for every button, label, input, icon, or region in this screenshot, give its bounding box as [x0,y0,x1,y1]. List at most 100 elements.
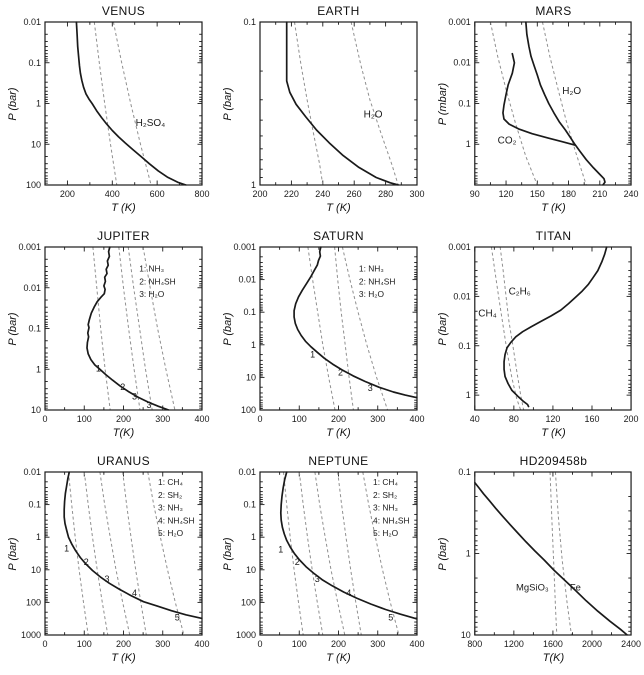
svg-text:4: NH₄SH: 4: NH₄SH [373,515,409,525]
svg-text:H₂O: H₂O [562,86,581,97]
svg-text:1200: 1200 [504,639,524,649]
svg-text:400: 400 [194,639,209,649]
svg-text:300: 300 [370,639,385,649]
plot-titan: 40 80 120 160 200 0.001 0.01 0.1 1 C₂H₆ CH₄ [448,242,639,424]
svg-text:160: 160 [585,414,600,424]
svg-text:150: 150 [530,189,545,199]
svg-text:0.1: 0.1 [28,58,41,68]
svg-text:0.01: 0.01 [23,17,41,27]
svg-text:1000: 1000 [21,630,41,640]
svg-text:240: 240 [624,189,639,199]
svg-text:2: 2 [295,557,300,567]
svg-text:1: 1 [36,99,41,109]
x-axis-label: T (K) [326,652,351,664]
svg-text:5: H₂O: 5: H₂O [158,528,184,538]
chart-title: VENUS [101,4,146,18]
svg-text:400: 400 [409,414,424,424]
svg-text:1000: 1000 [236,630,256,640]
svg-text:100: 100 [292,639,307,649]
svg-text:0.01: 0.01 [453,58,470,68]
svg-text:1: CH₄: 1: CH₄ [373,477,398,487]
svg-text:0.1: 0.1 [28,324,41,334]
svg-text:0.001: 0.001 [448,242,470,252]
svg-text:H₂O: H₂O [364,110,383,121]
svg-text:180: 180 [561,189,576,199]
svg-text:400: 400 [409,639,424,649]
x-axis-label: T (K) [111,202,136,214]
x-axis-label: T(K) [542,652,565,664]
panel-titan: TITAN P (bar) 40 80 120 160 200 0.001 0.01 0.1 1… [430,225,644,450]
svg-text:0.1: 0.1 [243,17,256,27]
panel-hd209458b: HD209458b P (bar) 800 1200 1600 2000 2400 0.1… [430,450,644,675]
svg-text:2: 2 [84,557,89,567]
svg-text:1: 1 [36,364,41,374]
svg-text:Fe: Fe [570,582,581,593]
svg-text:10: 10 [31,565,41,575]
svg-text:1: 1 [64,543,69,553]
plot-mars: 90 120 150 180 210 240 0.001 0.01 0.1 1 H₂O CO₂ [448,17,639,199]
svg-text:300: 300 [370,414,385,424]
svg-text:0.1: 0.1 [458,341,470,351]
svg-text:10: 10 [31,139,41,149]
svg-text:90: 90 [470,189,480,199]
svg-text:0.001: 0.001 [448,17,470,27]
svg-text:260: 260 [347,189,362,199]
svg-text:1: 1 [36,532,41,542]
svg-text:10: 10 [246,565,256,575]
x-axis-label: T (K) [111,652,136,664]
x-axis-label: T (K) [541,427,566,439]
svg-text:400: 400 [105,189,120,199]
svg-text:CH₄: CH₄ [478,308,496,319]
svg-text:MgSiO₃: MgSiO₃ [516,582,549,593]
svg-text:200: 200 [116,414,131,424]
x-axis-label: T (K) [326,202,351,214]
svg-text:4: 4 [132,588,137,598]
svg-text:4: NH₄SH: 4: NH₄SH [158,515,194,525]
svg-text:2: 2 [120,382,125,392]
svg-text:0.1: 0.1 [458,98,470,108]
svg-text:10: 10 [461,630,471,640]
svg-text:0.001: 0.001 [233,242,256,252]
svg-text:0.01: 0.01 [23,467,41,477]
svg-text:10: 10 [246,372,256,382]
svg-text:4: 4 [346,588,351,598]
svg-text:80: 80 [509,414,519,424]
plot-venus: 200 400 600 800 0.01 0.1 1 10 100 H₂SO₄ [23,17,209,199]
svg-text:0.01: 0.01 [23,283,41,293]
plot-uranus: 0 100 200 300 400 0.01 0.1 1 10 100 1000 1 2 3 4 5 1: CH… [21,467,210,649]
svg-text:5: 5 [175,612,180,622]
chart-title: TITAN [535,229,572,243]
svg-text:10: 10 [31,405,41,415]
panel-venus: VENUS P (bar) 200 400 600 800 0.01 0.1 1 10 100 H… [0,0,215,225]
svg-text:2000: 2000 [582,639,602,649]
svg-text:300: 300 [409,189,424,199]
panel-uranus: URANUS P (bar) 0 100 200 300 400 0.01 0.1 1 10 10… [0,450,215,675]
svg-text:0: 0 [257,414,262,424]
svg-text:240: 240 [315,189,330,199]
svg-text:220: 220 [284,189,299,199]
svg-text:3: H₂O: 3: H₂O [359,289,385,299]
svg-text:120: 120 [545,414,560,424]
svg-text:1600: 1600 [543,639,563,649]
svg-text:1: 1 [96,363,101,373]
svg-text:2: SH₂: 2: SH₂ [158,490,182,500]
svg-text:0.01: 0.01 [238,467,256,477]
svg-text:2: SH₂: 2: SH₂ [373,490,397,500]
svg-text:200: 200 [116,639,131,649]
svg-text:400: 400 [194,414,209,424]
svg-text:1: 1 [466,139,471,149]
chart-title: EARTH [317,4,360,18]
svg-text:120: 120 [499,189,514,199]
svg-text:210: 210 [592,189,607,199]
x-axis-label: T (K) [541,202,566,214]
svg-text:800: 800 [467,639,482,649]
svg-text:3: NH₃: 3: NH₃ [373,503,398,513]
svg-text:2: NH₄SH: 2: NH₄SH [139,276,175,286]
svg-text:3: 3 [368,383,373,393]
svg-text:3: 3 [147,400,152,410]
svg-text:0: 0 [42,639,47,649]
svg-text:280: 280 [378,189,393,199]
svg-text:200: 200 [624,414,639,424]
svg-text:3: 3 [105,574,110,584]
